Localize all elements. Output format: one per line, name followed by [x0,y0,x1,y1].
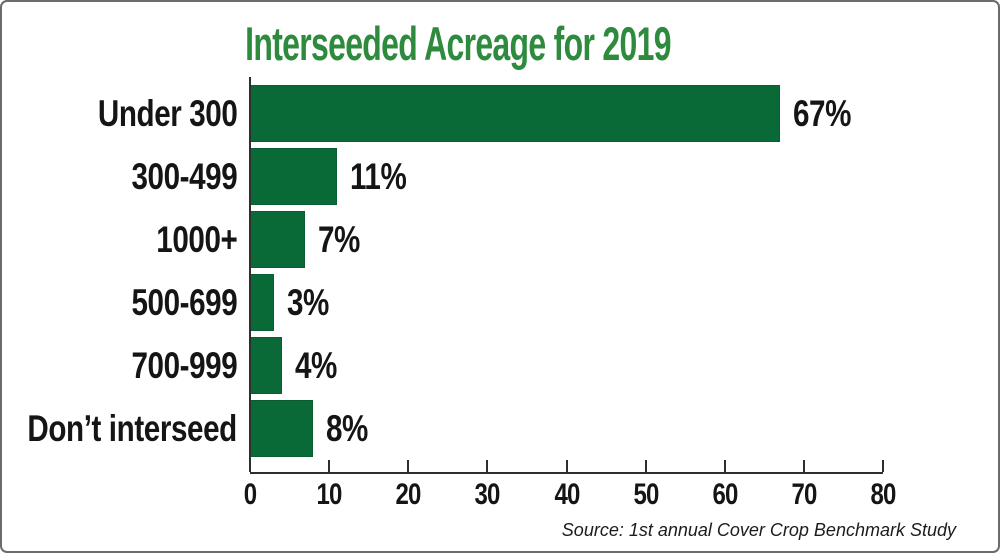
category-label-text: 300-499 [131,155,237,197]
x-axis-tick-mark [723,460,726,472]
x-axis-tick-label: 40 [551,478,582,512]
category-label: Don’t interseed [2,408,250,450]
source-note: Source: 1st annual Cover Crop Benchmark … [561,520,956,540]
x-axis-tick-label: 0 [242,478,258,512]
x-axis-tick-label-text: 0 [243,478,257,511]
plot-area: Under 300 67% 300-499 11% 1000+ 7% 500-699 3% 70… [2,77,998,525]
category-label-text: Don’t interseed [27,407,238,449]
bar [250,211,306,268]
x-axis-tick-label: 50 [630,478,661,512]
bar-row: Don’t interseed 8% [2,400,998,457]
value-label: 11% [350,155,407,197]
x-axis-tick-label-text: 60 [712,478,738,511]
bar [250,400,314,457]
category-label-text: Under 300 [97,92,237,134]
category-label: Under 300 [2,93,250,135]
x-axis-tick-label-text: 20 [395,478,422,511]
x-axis-tick-label-text: 50 [633,478,659,511]
x-axis-tick-label: 80 [867,478,898,512]
category-label: 300-499 [2,156,250,198]
category-label: 700-999 [2,345,250,387]
bar-row: 700-999 4% [2,337,998,394]
category-label-text: 500-699 [131,281,237,323]
x-axis-tick-mark [407,460,410,472]
bar-row: 300-499 11% [2,148,998,205]
category-label-text: 1000+ [155,218,238,260]
x-axis-tick-mark [802,460,805,472]
x-axis-tick-label-text: 30 [474,478,501,511]
x-axis-tick-label-text: 80 [870,478,896,511]
x-axis-tick-label: 70 [788,478,819,512]
chart-title: Interseeded Acreage for 2019 [245,17,671,70]
x-axis-tick-label: 20 [393,478,424,512]
x-axis-tick-label-text: 70 [791,478,817,511]
category-label: 500-699 [2,282,250,324]
x-axis-tick-label-text: 10 [316,478,343,511]
bar-row: 1000+ 7% [2,211,998,268]
value-label: 4% [294,344,337,386]
value-label: 67% [793,92,852,134]
x-axis-tick-mark [565,460,568,472]
bar [250,85,781,142]
x-axis-tick-mark [644,460,647,472]
bar [250,274,274,331]
value-label: 7% [318,218,361,260]
bar [250,148,338,205]
category-label-text: 700-999 [131,344,237,386]
bar-row: 500-699 3% [2,274,998,331]
value-label: 3% [286,281,329,323]
bar-row: Under 300 67% [2,85,998,142]
x-axis-tick-mark [328,460,331,472]
value-label: 8% [326,407,369,449]
x-axis-tick-label: 60 [709,478,740,512]
y-axis-baseline [249,77,251,472]
x-axis-tick-label: 30 [472,478,503,512]
bars-container: Under 300 67% 300-499 11% 1000+ 7% 500-699 3% 70… [2,85,998,457]
x-axis-tick-label: 10 [313,478,344,512]
chart-title-wrap: Interseeded Acreage for 2019 [2,16,914,71]
x-axis-tick-mark [882,460,884,472]
x-axis-tick-mark [486,460,489,472]
bar [250,337,282,394]
x-axis: 0 10 20 30 40 50 60 70 80 [244,460,896,511]
x-axis-tick-label-text: 40 [553,478,580,511]
category-label: 1000+ [2,219,250,261]
